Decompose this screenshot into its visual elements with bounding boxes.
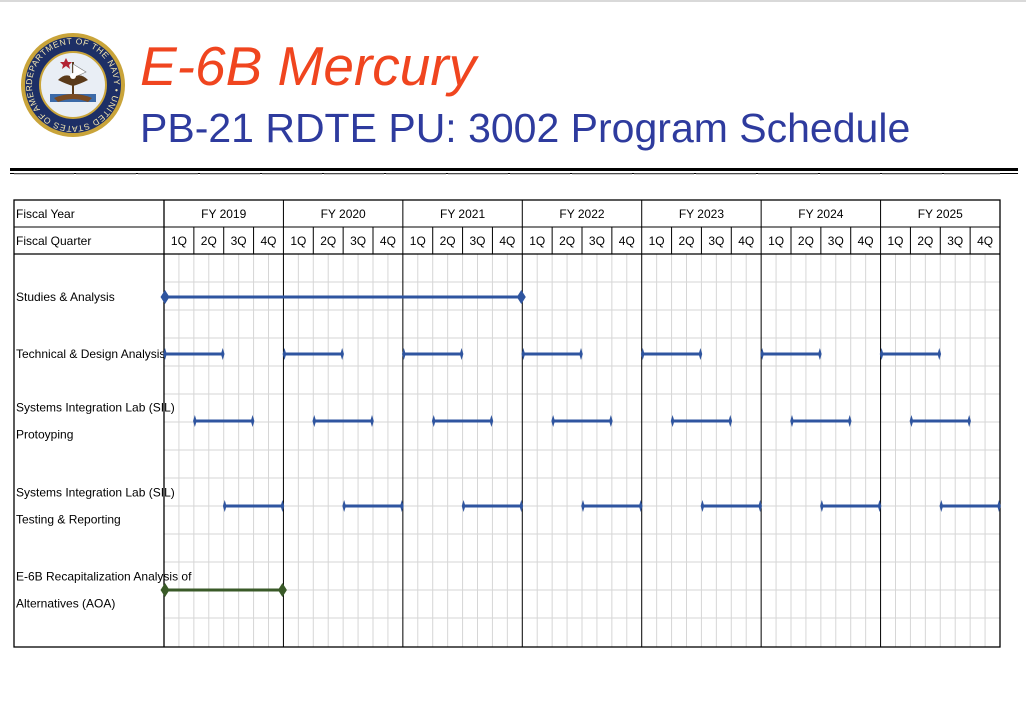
fiscal-quarter-label: 2Q <box>678 234 694 248</box>
fiscal-year-label: FY 2025 <box>918 207 963 221</box>
bar-end-tick <box>698 348 703 360</box>
fiscal-quarter-label: 1Q <box>171 234 187 248</box>
fiscal-year-label: FY 2020 <box>321 207 366 221</box>
fiscal-quarter-label: 3Q <box>708 234 724 248</box>
activity-label: Testing & Reporting <box>16 513 121 527</box>
fiscal-year-label: FY 2019 <box>201 207 246 221</box>
bar-end-tick <box>997 500 1001 512</box>
fiscal-year-label: FY 2022 <box>559 207 604 221</box>
bar-end-tick <box>340 348 344 360</box>
fiscal-quarter-label: 3Q <box>469 234 485 248</box>
fiscal-quarter-label: 1Q <box>290 234 306 248</box>
chart-frame <box>13 199 1001 648</box>
fiscal-year-label: FY 2024 <box>798 207 843 221</box>
bar-end-tick <box>402 348 406 360</box>
bar-end-tick <box>459 348 464 360</box>
fiscal-quarter-label: 4Q <box>738 234 754 248</box>
bar-end-tick <box>282 348 287 360</box>
bar-end-tick <box>222 500 227 512</box>
bar-end-tick <box>280 500 285 512</box>
fiscal-year-label: FY 2021 <box>440 207 485 221</box>
activity-label: Studies & Analysis <box>16 290 115 304</box>
bar-end-tick <box>847 415 852 427</box>
fiscal-quarter-label: 2Q <box>559 234 575 248</box>
bar-end-tick <box>879 348 884 360</box>
fiscal-quarter-label: 1Q <box>529 234 545 248</box>
bar-end-tick <box>700 500 705 512</box>
fiscal-quarter-label: 4Q <box>260 234 276 248</box>
fiscal-quarter-label: 2Q <box>440 234 456 248</box>
bar-end-tick <box>431 415 436 427</box>
bar-end-tick <box>521 348 526 360</box>
milestone-diamond <box>277 583 287 597</box>
bar-end-tick <box>163 348 167 360</box>
bar-end-tick <box>967 415 971 427</box>
navy-seal-icon: DEPARTMENT OF THE NAVY • UNITED STATES O… <box>20 32 125 137</box>
bar-end-tick <box>937 348 942 360</box>
fiscal-quarter-label: 4Q <box>858 234 874 248</box>
milestone-diamond <box>516 290 526 304</box>
row-header-fiscal-year: Fiscal Year <box>16 207 75 221</box>
bar-end-tick <box>461 500 466 512</box>
row-header-fiscal-quarter: Fiscal Quarter <box>16 234 91 248</box>
bar-end-tick <box>581 500 585 512</box>
fiscal-quarter-label: 4Q <box>380 234 396 248</box>
page-title: E-6B Mercury <box>140 35 477 97</box>
bar-end-tick <box>728 415 733 427</box>
bar-end-tick <box>758 500 762 512</box>
bar-end-tick <box>579 348 583 360</box>
fiscal-quarter-label: 2Q <box>320 234 336 248</box>
activity-label: Protoyping <box>16 428 73 442</box>
fiscal-quarter-label: 4Q <box>977 234 993 248</box>
fiscal-quarter-label: 2Q <box>917 234 933 248</box>
bar-end-tick <box>638 500 643 512</box>
bar-end-tick <box>250 415 255 427</box>
fiscal-quarter-label: 3Q <box>589 234 605 248</box>
top-border <box>0 0 1026 2</box>
fiscal-quarter-label: 1Q <box>410 234 426 248</box>
bar-end-tick <box>370 415 374 427</box>
fiscal-quarter-label: 1Q <box>768 234 784 248</box>
bar-end-tick <box>939 500 944 512</box>
fiscal-year-label: FY 2023 <box>679 207 724 221</box>
page-subtitle: PB-21 RDTE PU: 3002 Program Schedule <box>140 105 911 151</box>
bar-end-tick <box>342 500 346 512</box>
fiscal-quarter-label: 3Q <box>350 234 366 248</box>
fiscal-quarter-label: 3Q <box>828 234 844 248</box>
bar-end-tick <box>909 415 914 427</box>
bar-end-tick <box>519 500 524 512</box>
bar-end-tick <box>609 415 613 427</box>
activity-label: Systems Integration Lab (SIL) <box>16 401 175 415</box>
activity-label: Technical & Design Analysis <box>16 347 165 361</box>
fiscal-quarter-label: 3Q <box>231 234 247 248</box>
title-rule-thick <box>10 168 1018 171</box>
milestone-diamond <box>160 290 170 304</box>
bar-end-tick <box>818 348 822 360</box>
bar-end-tick <box>640 348 645 360</box>
fiscal-quarter-label: 4Q <box>499 234 515 248</box>
bar-end-tick <box>820 500 824 512</box>
bar-end-tick <box>877 500 882 512</box>
fiscal-quarter-label: 3Q <box>947 234 963 248</box>
bar-end-tick <box>760 348 764 360</box>
activity-label: Alternatives (AOA) <box>16 597 115 611</box>
bar-end-tick <box>400 500 404 512</box>
fiscal-quarter-label: 2Q <box>201 234 217 248</box>
bar-end-tick <box>790 415 794 427</box>
fiscal-quarter-label: 1Q <box>887 234 903 248</box>
activity-label: E-6B Recapitalization Analysis of <box>16 570 192 584</box>
fiscal-quarter-label: 4Q <box>619 234 635 248</box>
fiscal-quarter-label: 2Q <box>798 234 814 248</box>
bar-end-tick <box>551 415 555 427</box>
milestone-diamond <box>160 583 170 597</box>
activity-label: Systems Integration Lab (SIL) <box>16 486 175 500</box>
bar-end-tick <box>193 415 197 427</box>
bar-end-tick <box>220 348 225 360</box>
bar-end-tick <box>670 415 675 427</box>
bar-end-tick <box>489 415 494 427</box>
fiscal-quarter-label: 1Q <box>649 234 665 248</box>
bar-end-tick <box>312 415 317 427</box>
